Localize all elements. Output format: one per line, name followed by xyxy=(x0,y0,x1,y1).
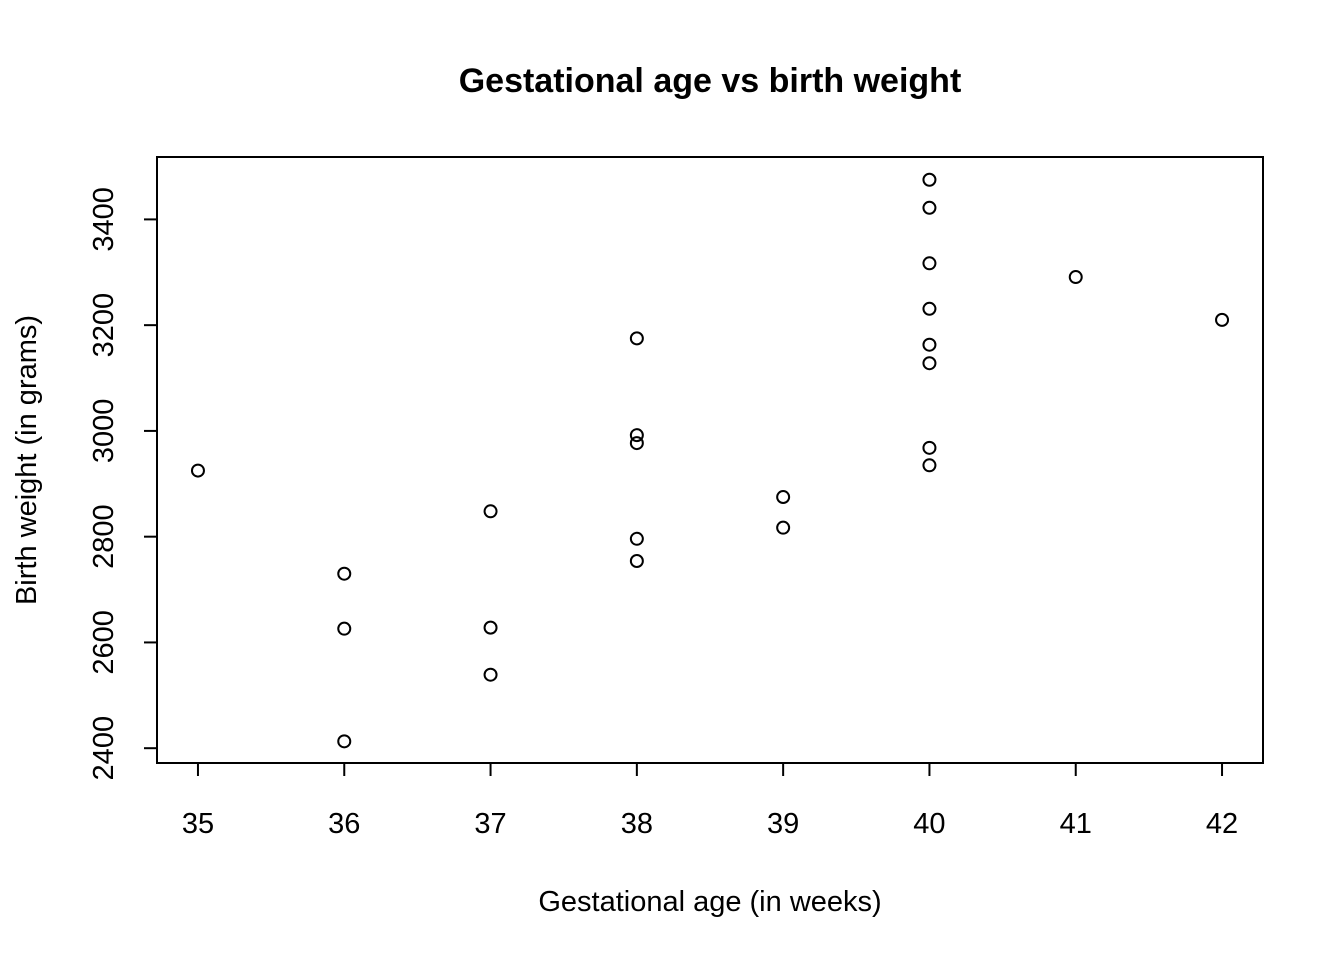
data-point xyxy=(337,566,352,581)
data-point xyxy=(922,440,937,455)
data-point xyxy=(776,520,791,535)
x-tick-label: 42 xyxy=(1206,808,1238,840)
data-point xyxy=(922,337,937,352)
data-point xyxy=(629,436,644,451)
x-tick-label: 35 xyxy=(182,808,214,840)
data-point xyxy=(483,667,498,682)
data-point xyxy=(337,734,352,749)
data-point xyxy=(776,490,791,505)
y-tick-label: 3400 xyxy=(88,187,120,252)
data-point xyxy=(629,531,644,546)
x-tick-label: 38 xyxy=(621,808,653,840)
data-point xyxy=(1215,312,1230,327)
data-point xyxy=(922,256,937,271)
data-point xyxy=(190,463,205,478)
data-point xyxy=(922,200,937,215)
x-tick-label: 37 xyxy=(474,808,506,840)
x-tick-label: 39 xyxy=(767,808,799,840)
x-tick-label: 41 xyxy=(1060,808,1092,840)
data-point xyxy=(629,331,644,346)
x-axis-label: Gestational age (in weeks) xyxy=(538,886,881,918)
data-point xyxy=(922,301,937,316)
data-point xyxy=(922,172,937,187)
plot-frame xyxy=(156,156,1264,764)
data-point xyxy=(337,621,352,636)
data-point xyxy=(483,620,498,635)
data-points xyxy=(190,172,1230,749)
data-point xyxy=(629,428,644,443)
x-tick-label: 40 xyxy=(913,808,945,840)
y-axis: 2400 2600 2800 3000 3200 3400 xyxy=(88,187,158,781)
y-tick-label: 2400 xyxy=(88,716,120,781)
data-point xyxy=(629,554,644,568)
y-tick-label: 3200 xyxy=(88,293,120,358)
data-point xyxy=(1068,270,1083,285)
y-tick-label: 3000 xyxy=(88,399,120,464)
data-point xyxy=(483,504,498,519)
data-point xyxy=(922,356,937,371)
x-axis: 35 36 37 38 39 40 41 42 xyxy=(182,762,1238,840)
data-point xyxy=(922,458,937,473)
y-tick-label: 2600 xyxy=(88,610,120,675)
y-axis-label: Birth weight (in grams) xyxy=(11,315,43,605)
chart-title: Gestational age vs birth weight xyxy=(459,62,962,100)
y-tick-label: 2800 xyxy=(88,504,120,569)
x-tick-label: 36 xyxy=(328,808,360,840)
